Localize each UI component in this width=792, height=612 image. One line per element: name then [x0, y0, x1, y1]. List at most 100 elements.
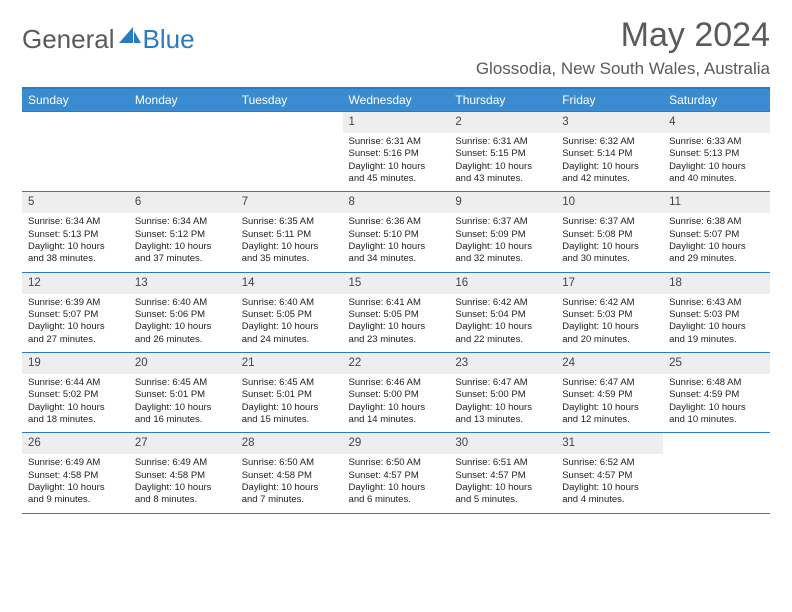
- day-daylight: Daylight: 10 hours and 16 minutes.: [135, 402, 230, 427]
- day-number: 15: [343, 272, 450, 294]
- day-details: Sunrise: 6:33 AMSunset: 5:13 PMDaylight:…: [663, 133, 770, 191]
- day-daylight: Daylight: 10 hours and 23 minutes.: [349, 321, 444, 346]
- day-details: Sunrise: 6:35 AMSunset: 5:11 PMDaylight:…: [236, 213, 343, 271]
- day-sunrise: Sunrise: 6:37 AM: [562, 216, 657, 228]
- day-details: Sunrise: 6:40 AMSunset: 5:05 PMDaylight:…: [236, 294, 343, 352]
- day-daylight: Daylight: 10 hours and 13 minutes.: [455, 402, 550, 427]
- day-daylight: Daylight: 10 hours and 12 minutes.: [562, 402, 657, 427]
- calendar-row: 26Sunrise: 6:49 AMSunset: 4:58 PMDayligh…: [22, 432, 770, 513]
- day-sunset: Sunset: 5:02 PM: [28, 389, 123, 401]
- calendar-cell: 4Sunrise: 6:33 AMSunset: 5:13 PMDaylight…: [663, 111, 770, 191]
- day-sunrise: Sunrise: 6:37 AM: [455, 216, 550, 228]
- day-daylight: Daylight: 10 hours and 9 minutes.: [28, 482, 123, 507]
- calendar-cell: 13Sunrise: 6:40 AMSunset: 5:06 PMDayligh…: [129, 272, 236, 352]
- location: Glossodia, New South Wales, Australia: [476, 59, 770, 79]
- day-daylight: Daylight: 10 hours and 20 minutes.: [562, 321, 657, 346]
- calendar-cell: 5Sunrise: 6:34 AMSunset: 5:13 PMDaylight…: [22, 191, 129, 271]
- day-number: 14: [236, 272, 343, 294]
- calendar-cell: 7Sunrise: 6:35 AMSunset: 5:11 PMDaylight…: [236, 191, 343, 271]
- day-sunset: Sunset: 4:58 PM: [28, 470, 123, 482]
- day-sunset: Sunset: 5:08 PM: [562, 229, 657, 241]
- day-sunrise: Sunrise: 6:50 AM: [349, 457, 444, 469]
- day-number: 27: [129, 432, 236, 454]
- calendar-cell: 3Sunrise: 6:32 AMSunset: 5:14 PMDaylight…: [556, 111, 663, 191]
- day-sunrise: Sunrise: 6:47 AM: [455, 377, 550, 389]
- day-sunset: Sunset: 5:05 PM: [349, 309, 444, 321]
- day-details: Sunrise: 6:48 AMSunset: 4:59 PMDaylight:…: [663, 374, 770, 432]
- day-daylight: Daylight: 10 hours and 22 minutes.: [455, 321, 550, 346]
- calendar-body: 1Sunrise: 6:31 AMSunset: 5:16 PMDaylight…: [22, 111, 770, 513]
- weekday-label: Wednesday: [349, 93, 412, 107]
- day-daylight: Daylight: 10 hours and 18 minutes.: [28, 402, 123, 427]
- day-details: Sunrise: 6:34 AMSunset: 5:13 PMDaylight:…: [22, 213, 129, 271]
- calendar-cell: 30Sunrise: 6:51 AMSunset: 4:57 PMDayligh…: [449, 432, 556, 513]
- day-number: 3: [556, 111, 663, 133]
- day-number: 10: [556, 191, 663, 213]
- weekday-label: Saturday: [669, 93, 717, 107]
- weekday-header: Thursday: [449, 89, 556, 111]
- calendar-cell: 12Sunrise: 6:39 AMSunset: 5:07 PMDayligh…: [22, 272, 129, 352]
- day-details: Sunrise: 6:46 AMSunset: 5:00 PMDaylight:…: [343, 374, 450, 432]
- day-number: 24: [556, 352, 663, 374]
- calendar-cell: [236, 111, 343, 191]
- calendar-cell: [663, 432, 770, 513]
- calendar-cell: 9Sunrise: 6:37 AMSunset: 5:09 PMDaylight…: [449, 191, 556, 271]
- day-sunrise: Sunrise: 6:50 AM: [242, 457, 337, 469]
- day-daylight: Daylight: 10 hours and 14 minutes.: [349, 402, 444, 427]
- day-details: Sunrise: 6:37 AMSunset: 5:08 PMDaylight:…: [556, 213, 663, 271]
- weekday-label: Sunday: [28, 93, 69, 107]
- day-sunrise: Sunrise: 6:40 AM: [135, 297, 230, 309]
- day-sunset: Sunset: 5:03 PM: [562, 309, 657, 321]
- calendar-page: General Blue May 2024 Glossodia, New Sou…: [0, 0, 792, 530]
- day-details: Sunrise: 6:42 AMSunset: 5:03 PMDaylight:…: [556, 294, 663, 352]
- day-number: 12: [22, 272, 129, 294]
- day-details: Sunrise: 6:52 AMSunset: 4:57 PMDaylight:…: [556, 454, 663, 512]
- calendar-cell: 23Sunrise: 6:47 AMSunset: 5:00 PMDayligh…: [449, 352, 556, 432]
- calendar-cell: 17Sunrise: 6:42 AMSunset: 5:03 PMDayligh…: [556, 272, 663, 352]
- day-sunrise: Sunrise: 6:47 AM: [562, 377, 657, 389]
- day-sunset: Sunset: 4:57 PM: [455, 470, 550, 482]
- day-details: Sunrise: 6:49 AMSunset: 4:58 PMDaylight:…: [22, 454, 129, 512]
- calendar-cell: 1Sunrise: 6:31 AMSunset: 5:16 PMDaylight…: [343, 111, 450, 191]
- weekday-label: Monday: [135, 93, 178, 107]
- weekday-header: Sunday: [22, 89, 129, 111]
- weekday-row: SundayMondayTuesdayWednesdayThursdayFrid…: [22, 89, 770, 111]
- day-number: 21: [236, 352, 343, 374]
- day-daylight: Daylight: 10 hours and 35 minutes.: [242, 241, 337, 266]
- day-sunrise: Sunrise: 6:41 AM: [349, 297, 444, 309]
- day-number: 6: [129, 191, 236, 213]
- calendar-cell: 21Sunrise: 6:45 AMSunset: 5:01 PMDayligh…: [236, 352, 343, 432]
- day-details: Sunrise: 6:36 AMSunset: 5:10 PMDaylight:…: [343, 213, 450, 271]
- logo: General Blue: [22, 16, 195, 55]
- day-sunrise: Sunrise: 6:40 AM: [242, 297, 337, 309]
- calendar-row: 1Sunrise: 6:31 AMSunset: 5:16 PMDaylight…: [22, 111, 770, 191]
- day-details: Sunrise: 6:34 AMSunset: 5:12 PMDaylight:…: [129, 213, 236, 271]
- day-sunset: Sunset: 4:57 PM: [562, 470, 657, 482]
- day-details: Sunrise: 6:51 AMSunset: 4:57 PMDaylight:…: [449, 454, 556, 512]
- day-daylight: Daylight: 10 hours and 15 minutes.: [242, 402, 337, 427]
- calendar-cell: 16Sunrise: 6:42 AMSunset: 5:04 PMDayligh…: [449, 272, 556, 352]
- day-sunset: Sunset: 5:16 PM: [349, 148, 444, 160]
- day-details-blank: [663, 454, 770, 475]
- day-daylight: Daylight: 10 hours and 8 minutes.: [135, 482, 230, 507]
- weekday-label: Thursday: [455, 93, 505, 107]
- day-daylight: Daylight: 10 hours and 37 minutes.: [135, 241, 230, 266]
- day-number: 5: [22, 191, 129, 213]
- day-sunrise: Sunrise: 6:34 AM: [135, 216, 230, 228]
- day-sunset: Sunset: 5:10 PM: [349, 229, 444, 241]
- calendar-cell: [129, 111, 236, 191]
- day-details: Sunrise: 6:45 AMSunset: 5:01 PMDaylight:…: [236, 374, 343, 432]
- day-sunset: Sunset: 5:01 PM: [242, 389, 337, 401]
- day-sunrise: Sunrise: 6:35 AM: [242, 216, 337, 228]
- day-daylight: Daylight: 10 hours and 7 minutes.: [242, 482, 337, 507]
- day-sunset: Sunset: 5:15 PM: [455, 148, 550, 160]
- day-details-blank: [22, 133, 129, 154]
- day-sunset: Sunset: 4:58 PM: [135, 470, 230, 482]
- day-number: 7: [236, 191, 343, 213]
- calendar-cell: 27Sunrise: 6:49 AMSunset: 4:58 PMDayligh…: [129, 432, 236, 513]
- calendar-cell: 14Sunrise: 6:40 AMSunset: 5:05 PMDayligh…: [236, 272, 343, 352]
- day-sunset: Sunset: 4:58 PM: [242, 470, 337, 482]
- day-number-blank: [22, 111, 129, 133]
- day-number: 11: [663, 191, 770, 213]
- day-number-blank: [663, 432, 770, 454]
